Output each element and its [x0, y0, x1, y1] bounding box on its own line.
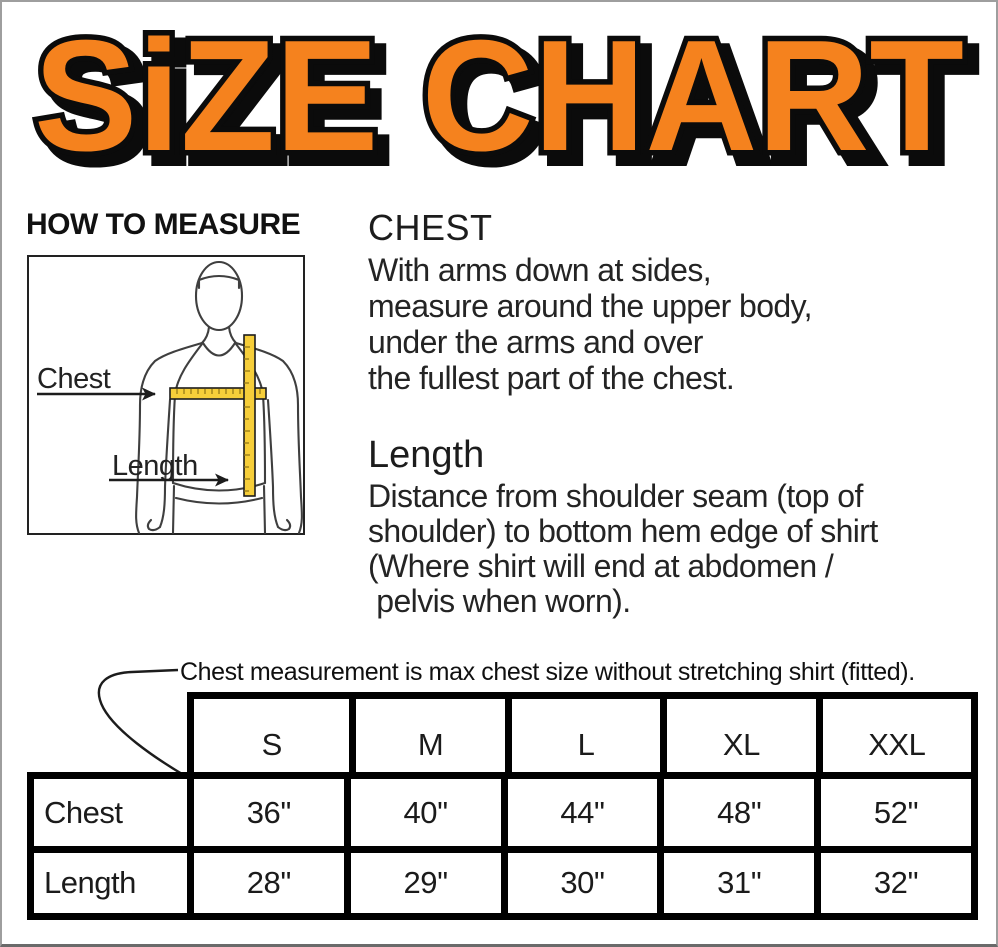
length-value-xl: 31'' — [657, 846, 815, 913]
size-table-body: Chest 36'' 40'' 44'' 48'' 52'' Length 28… — [27, 772, 978, 920]
chest-line-3: under the arms and over — [368, 324, 703, 360]
length-line-2: shoulder) to bottom hem edge of shirt — [368, 513, 878, 549]
length-value-l: 30'' — [500, 846, 658, 913]
size-table-header: S M L XL XXL — [187, 692, 978, 772]
length-line-3: (Where shirt will end at abdomen / — [368, 548, 834, 584]
chest-value-xxl: 52'' — [814, 779, 971, 846]
length-line-4: pelvis when worn). — [368, 583, 631, 619]
diagram-chest-label: Chest — [37, 363, 111, 395]
chest-line-4: the fullest part of the chest. — [368, 360, 735, 396]
length-line-1: Distance from shoulder seam (top of — [368, 478, 863, 514]
chest-section-text: With arms down at sides, measure around … — [368, 252, 813, 396]
size-col-s: S — [261, 727, 283, 762]
chest-value-xl: 48'' — [657, 779, 814, 846]
chest-value-s: 36'' — [187, 779, 344, 846]
length-section-text: Distance from shoulder seam (top of shou… — [368, 479, 878, 619]
title-banner: SiZE CHART SiZE CHART — [29, 3, 982, 195]
chest-section-heading: CHEST — [368, 207, 493, 248]
length-row-label: Length — [34, 846, 187, 913]
measure-diagram: Chest Length — [27, 255, 305, 535]
diagram-frame — [27, 255, 305, 535]
chest-value-m: 40'' — [343, 779, 501, 846]
chest-value-l: 44'' — [500, 779, 658, 846]
length-section-heading: Length — [368, 434, 485, 476]
how-to-measure-heading: HOW TO MEASURE — [26, 208, 301, 241]
size-col-m: M — [349, 699, 504, 772]
size-col-xxl: XXL — [815, 699, 971, 772]
chest-line-2: measure around the upper body, — [368, 288, 813, 324]
page-title: SiZE CHART — [34, 8, 964, 184]
chest-row-label: Chest — [44, 794, 123, 830]
size-col-xl: XL — [660, 699, 815, 772]
chest-tape — [169, 387, 267, 400]
diagram-length-label: Length — [112, 450, 198, 482]
person-figure — [135, 260, 303, 535]
size-col-l: L — [504, 699, 660, 772]
title-shadow-text: SiZE CHART — [44, 17, 974, 193]
chest-line-1: With arms down at sides, — [368, 252, 712, 288]
length-value-xxl: 32'' — [814, 846, 971, 913]
length-value-s: 28'' — [187, 846, 344, 913]
fit-note: Chest measurement is max chest size with… — [180, 658, 915, 686]
length-tape — [243, 334, 256, 497]
length-value-m: 29'' — [343, 846, 501, 913]
